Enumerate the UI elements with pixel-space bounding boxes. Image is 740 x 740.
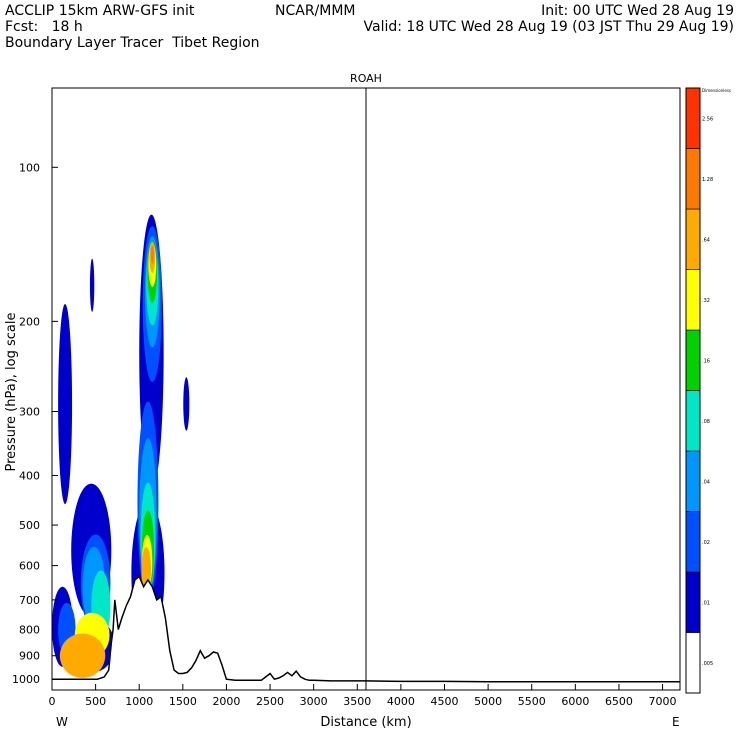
header-run-title: ACCLIP 15km ARW-GFS init: [5, 3, 195, 19]
colorbar-level-label: .04: [702, 479, 710, 485]
colorbar-swatch: [685, 329, 701, 391]
colorbar-level-label: .08: [702, 419, 710, 425]
x-tick-label: 0: [49, 695, 56, 708]
x-tick-label: 6000: [561, 695, 589, 708]
x-tick-label: 6500: [605, 695, 633, 708]
tracer-shading-6: [89, 258, 95, 312]
colorbar-level-label: .02: [702, 540, 710, 546]
x-tick-label: 3500: [343, 695, 371, 708]
y-tick-label: 300: [19, 406, 40, 419]
colorbar-swatch: [685, 148, 701, 210]
x-axis-label: Distance (km): [320, 715, 411, 730]
y-tick-label: 600: [19, 560, 40, 573]
x-tick-label: 4500: [431, 695, 459, 708]
x-tick-label: 3000: [300, 695, 328, 708]
colorbar-frame: [685, 87, 701, 694]
colorbar-level-label: .64: [702, 237, 710, 243]
tracer-shading-25: [59, 633, 106, 678]
y-axis-label: Pressure (hPa), log scale: [4, 313, 19, 472]
x-axis-east-label: E: [672, 715, 680, 729]
plot-frame: [51, 87, 681, 691]
y-tick-label: 400: [19, 469, 40, 482]
y-axis-ticks: 100 200 300 400 500 600 700 800 900 1000: [12, 161, 58, 686]
colorbar-level-label: .005: [702, 661, 713, 667]
tracer-shading-1: [58, 303, 73, 505]
y-tick-label: 100: [19, 161, 40, 174]
x-axis-ticks: 0 500 1000 1500 2000 2500 3000 3500 4000 4500 5000…: [49, 684, 677, 708]
colorbar-swatch: [685, 87, 701, 149]
x-tick-label: 2500: [256, 695, 284, 708]
header-valid-time: Valid: 18 UTC Wed 28 Aug 19 (03 JST Thu …: [363, 19, 734, 35]
x-tick-label: 500: [85, 695, 106, 708]
y-tick-label: 1000: [12, 673, 40, 686]
colorbar-level-label: 2.56: [702, 116, 713, 122]
x-tick-label: 1500: [169, 695, 197, 708]
colorbar-swatch: [685, 571, 701, 633]
colorbar-level-label: .01: [702, 600, 710, 606]
tracer-shading-7: [183, 377, 190, 431]
x-tick-label: 4000: [387, 695, 415, 708]
header-field-name: Boundary Layer Tracer Tibet Region: [5, 35, 260, 51]
header-init-time: Init: 00 UTC Wed 28 Aug 19: [541, 3, 734, 19]
x-tick-label: 5500: [518, 695, 546, 708]
header-institution: NCAR/MMM: [275, 3, 356, 19]
colorbar-swatch: [685, 390, 701, 452]
chart-title: ROAH: [350, 72, 382, 85]
colorbar-swatch: [685, 632, 701, 694]
colorbar: .005 .01 .02 .04 .08 .16 .32 .64 1.28 2.56 Dimensi…: [685, 87, 731, 694]
y-tick-label: 900: [19, 650, 40, 663]
header-forecast-hour: Fcst: 18 h: [5, 19, 83, 35]
terrain-profile-line: [52, 575, 680, 683]
colorbar-level-label: .32: [702, 298, 710, 304]
colorbar-swatch: [685, 208, 701, 270]
colorbar-swatch: [685, 511, 701, 573]
tracer-shading-26: [150, 245, 154, 264]
terrain-mask: [52, 576, 680, 690]
colorbar-unit-label: Dimensionless: [702, 88, 731, 93]
colorbar-swatch: [685, 269, 701, 331]
colorbar-level-label: 1.28: [702, 177, 713, 183]
x-tick-label: 7000: [649, 695, 677, 708]
y-tick-label: 200: [19, 315, 40, 328]
y-tick-label: 800: [19, 624, 40, 637]
colorbar-swatch: [685, 450, 701, 512]
x-tick-label: 1000: [125, 695, 153, 708]
x-tick-label: 2000: [212, 695, 240, 708]
y-tick-label: 500: [19, 519, 40, 532]
x-tick-label: 5000: [474, 695, 502, 708]
y-tick-label: 700: [19, 594, 40, 607]
x-axis-west-label: W: [56, 715, 68, 729]
colorbar-level-label: .16: [702, 358, 710, 364]
